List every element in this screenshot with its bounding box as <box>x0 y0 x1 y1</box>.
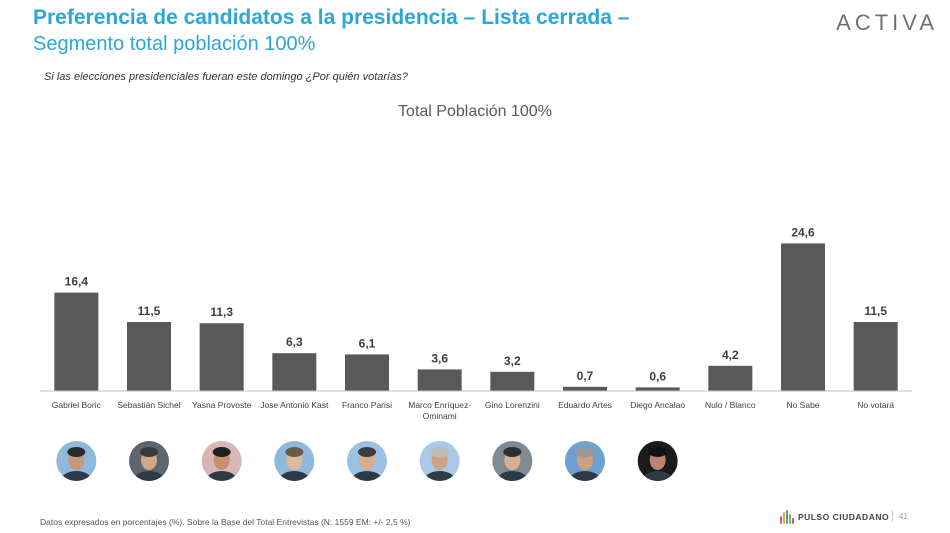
candidate-portrait-icon <box>56 441 97 481</box>
bar <box>781 243 825 391</box>
candidate-portrait-icon <box>565 441 605 481</box>
pulso-bar <box>780 516 782 524</box>
category-label: Gino Lorenzini <box>485 400 540 410</box>
category-label: No Sabe <box>786 400 819 410</box>
category-label: Franco Parisi <box>342 400 392 410</box>
candidate-portrait-icon <box>347 441 387 481</box>
data-label: 24,6 <box>791 225 815 239</box>
bar <box>272 353 317 391</box>
pulso-bar <box>789 514 791 524</box>
category-label: Marco Enríquez-Ominami <box>408 400 471 421</box>
category-label: Jose Antonio Kast <box>260 400 329 410</box>
pulso-bar <box>792 518 794 524</box>
bar <box>563 386 607 391</box>
bar <box>708 365 753 391</box>
category-label: Diego Ancalao <box>630 400 685 410</box>
candidate-portrait-icon <box>492 441 533 481</box>
chart-title: Total Población 100% <box>398 103 552 120</box>
pulso-bar <box>786 510 788 524</box>
data-label: 11,5 <box>138 304 161 318</box>
candidate-portrait-icon <box>129 441 169 481</box>
category-label: Eduardo Artes <box>558 400 612 410</box>
data-label: 0,6 <box>649 369 666 383</box>
category-label: Sebastián Sichel <box>117 400 180 410</box>
data-label: 4,2 <box>722 348 739 362</box>
candidate-portrait-icon <box>201 441 242 481</box>
bar <box>345 354 389 391</box>
page-number: 41 <box>899 512 908 521</box>
data-label: 3,2 <box>504 354 521 368</box>
category-label: Yasna Provoste <box>192 400 252 410</box>
pulso-label: PULSO CIUDADANO <box>798 512 890 522</box>
data-label: 6,1 <box>359 336 376 350</box>
page-separator <box>892 510 893 522</box>
bar <box>490 371 535 391</box>
bar <box>853 322 898 391</box>
survey-question: Si las elecciones presidenciales fueran … <box>44 71 408 83</box>
category-label: No votará <box>857 400 894 410</box>
bar <box>54 292 99 391</box>
data-label: 16,4 <box>65 275 89 289</box>
data-label: 0,7 <box>577 369 594 383</box>
bar <box>635 387 680 391</box>
category-label: Nulo / Blanco <box>705 400 756 410</box>
pulso-bars-icon <box>780 510 794 524</box>
candidate-portrait-icon <box>637 441 678 481</box>
data-label: 11,3 <box>210 305 233 319</box>
bar <box>417 369 462 391</box>
bar <box>127 322 171 391</box>
activa-logo: ACTIVA <box>836 10 938 35</box>
data-label: 6,3 <box>286 335 303 349</box>
slide-title: Preferencia de candidatos a la presidenc… <box>33 6 630 29</box>
category-label: Gabriel Boric <box>52 400 102 410</box>
pulso-ciudadano-logo: PULSO CIUDADANO <box>780 510 889 524</box>
bar-chart: 16,4 Gabriel Boric 11,5 Sebastián Sichel 11,… <box>40 225 912 481</box>
candidate-portrait-icon <box>419 441 460 481</box>
slide-subtitle: Segmento total población 100% <box>33 33 316 55</box>
data-label: 3,6 <box>431 351 448 365</box>
data-label: 11,5 <box>864 304 887 318</box>
pulso-bar <box>783 512 785 524</box>
bar <box>199 323 244 391</box>
footnote: Datos expresados en porcentajes (%). Sob… <box>40 517 411 527</box>
candidate-portrait-icon <box>274 441 315 481</box>
